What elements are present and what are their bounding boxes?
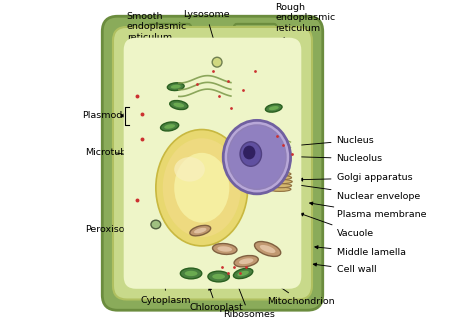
Ellipse shape: [218, 246, 232, 252]
FancyBboxPatch shape: [102, 16, 323, 310]
Ellipse shape: [269, 106, 279, 110]
Point: [134, 197, 141, 203]
Ellipse shape: [194, 228, 207, 233]
Ellipse shape: [234, 256, 258, 267]
Text: Vacuole: Vacuole: [301, 213, 374, 238]
Ellipse shape: [253, 123, 270, 130]
Ellipse shape: [212, 57, 222, 67]
Point: [215, 93, 222, 99]
Text: Nuclear envelope: Nuclear envelope: [295, 184, 420, 201]
Point: [230, 265, 238, 270]
Text: Golgi apparatus: Golgi apparatus: [300, 173, 412, 182]
Ellipse shape: [268, 183, 292, 188]
Text: Middle lamella: Middle lamella: [315, 246, 406, 257]
Ellipse shape: [265, 104, 282, 112]
Ellipse shape: [212, 274, 225, 279]
Text: Microtubule: Microtubule: [85, 148, 141, 158]
Text: Lysosome: Lysosome: [183, 10, 230, 48]
Point: [273, 133, 281, 138]
Point: [138, 136, 146, 141]
Point: [252, 69, 259, 74]
FancyBboxPatch shape: [234, 24, 277, 48]
Ellipse shape: [161, 122, 179, 131]
Ellipse shape: [163, 138, 241, 237]
Point: [236, 271, 244, 276]
Ellipse shape: [170, 100, 188, 109]
FancyBboxPatch shape: [283, 108, 308, 151]
Point: [242, 265, 250, 270]
Text: Cell wall: Cell wall: [313, 263, 376, 274]
Text: Ribosomes: Ribosomes: [223, 281, 275, 319]
Point: [193, 81, 201, 86]
Ellipse shape: [180, 268, 202, 279]
Ellipse shape: [269, 172, 291, 176]
Point: [209, 69, 216, 74]
Ellipse shape: [256, 125, 266, 128]
Text: Plasma membrane: Plasma membrane: [310, 202, 426, 219]
Ellipse shape: [228, 125, 286, 189]
Point: [227, 106, 235, 111]
Text: Rough
endoplasmic
reticulum: Rough endoplasmic reticulum: [269, 3, 336, 52]
Text: Peroxisome: Peroxisome: [85, 224, 146, 234]
FancyBboxPatch shape: [124, 38, 301, 289]
Text: Smooth
endoplasmic
reticulum: Smooth endoplasmic reticulum: [127, 12, 187, 55]
Ellipse shape: [237, 271, 249, 276]
Ellipse shape: [174, 153, 229, 223]
FancyBboxPatch shape: [113, 27, 312, 299]
Text: Mitochondrion: Mitochondrion: [260, 273, 335, 306]
Ellipse shape: [167, 83, 184, 91]
Ellipse shape: [269, 187, 291, 191]
Ellipse shape: [171, 85, 181, 89]
FancyBboxPatch shape: [118, 108, 142, 151]
Ellipse shape: [240, 142, 262, 166]
Ellipse shape: [233, 268, 253, 279]
Ellipse shape: [208, 271, 229, 282]
Point: [288, 152, 296, 157]
Ellipse shape: [164, 124, 175, 129]
Ellipse shape: [243, 146, 255, 160]
Ellipse shape: [212, 244, 237, 255]
Ellipse shape: [173, 103, 184, 107]
Ellipse shape: [260, 245, 275, 253]
Text: Nucleolus: Nucleolus: [261, 154, 383, 163]
Point: [218, 265, 226, 270]
Ellipse shape: [267, 179, 292, 184]
Point: [239, 87, 247, 92]
Point: [224, 78, 232, 83]
FancyBboxPatch shape: [148, 24, 191, 48]
FancyBboxPatch shape: [148, 269, 203, 292]
Point: [224, 271, 232, 276]
Ellipse shape: [151, 220, 161, 229]
Text: Chloroplast: Chloroplast: [190, 287, 243, 312]
Ellipse shape: [223, 120, 291, 194]
Ellipse shape: [156, 130, 248, 246]
Ellipse shape: [185, 271, 198, 276]
Ellipse shape: [174, 157, 205, 182]
Ellipse shape: [190, 225, 210, 236]
Point: [134, 93, 141, 99]
FancyBboxPatch shape: [222, 269, 277, 292]
Point: [279, 142, 287, 147]
Ellipse shape: [268, 176, 292, 180]
Text: Plasmodesmata: Plasmodesmata: [82, 111, 158, 120]
Ellipse shape: [255, 241, 281, 256]
Ellipse shape: [239, 258, 254, 264]
Text: Cytoplasm: Cytoplasm: [140, 284, 191, 305]
Text: Nucleus: Nucleus: [290, 136, 374, 147]
Point: [138, 112, 146, 117]
